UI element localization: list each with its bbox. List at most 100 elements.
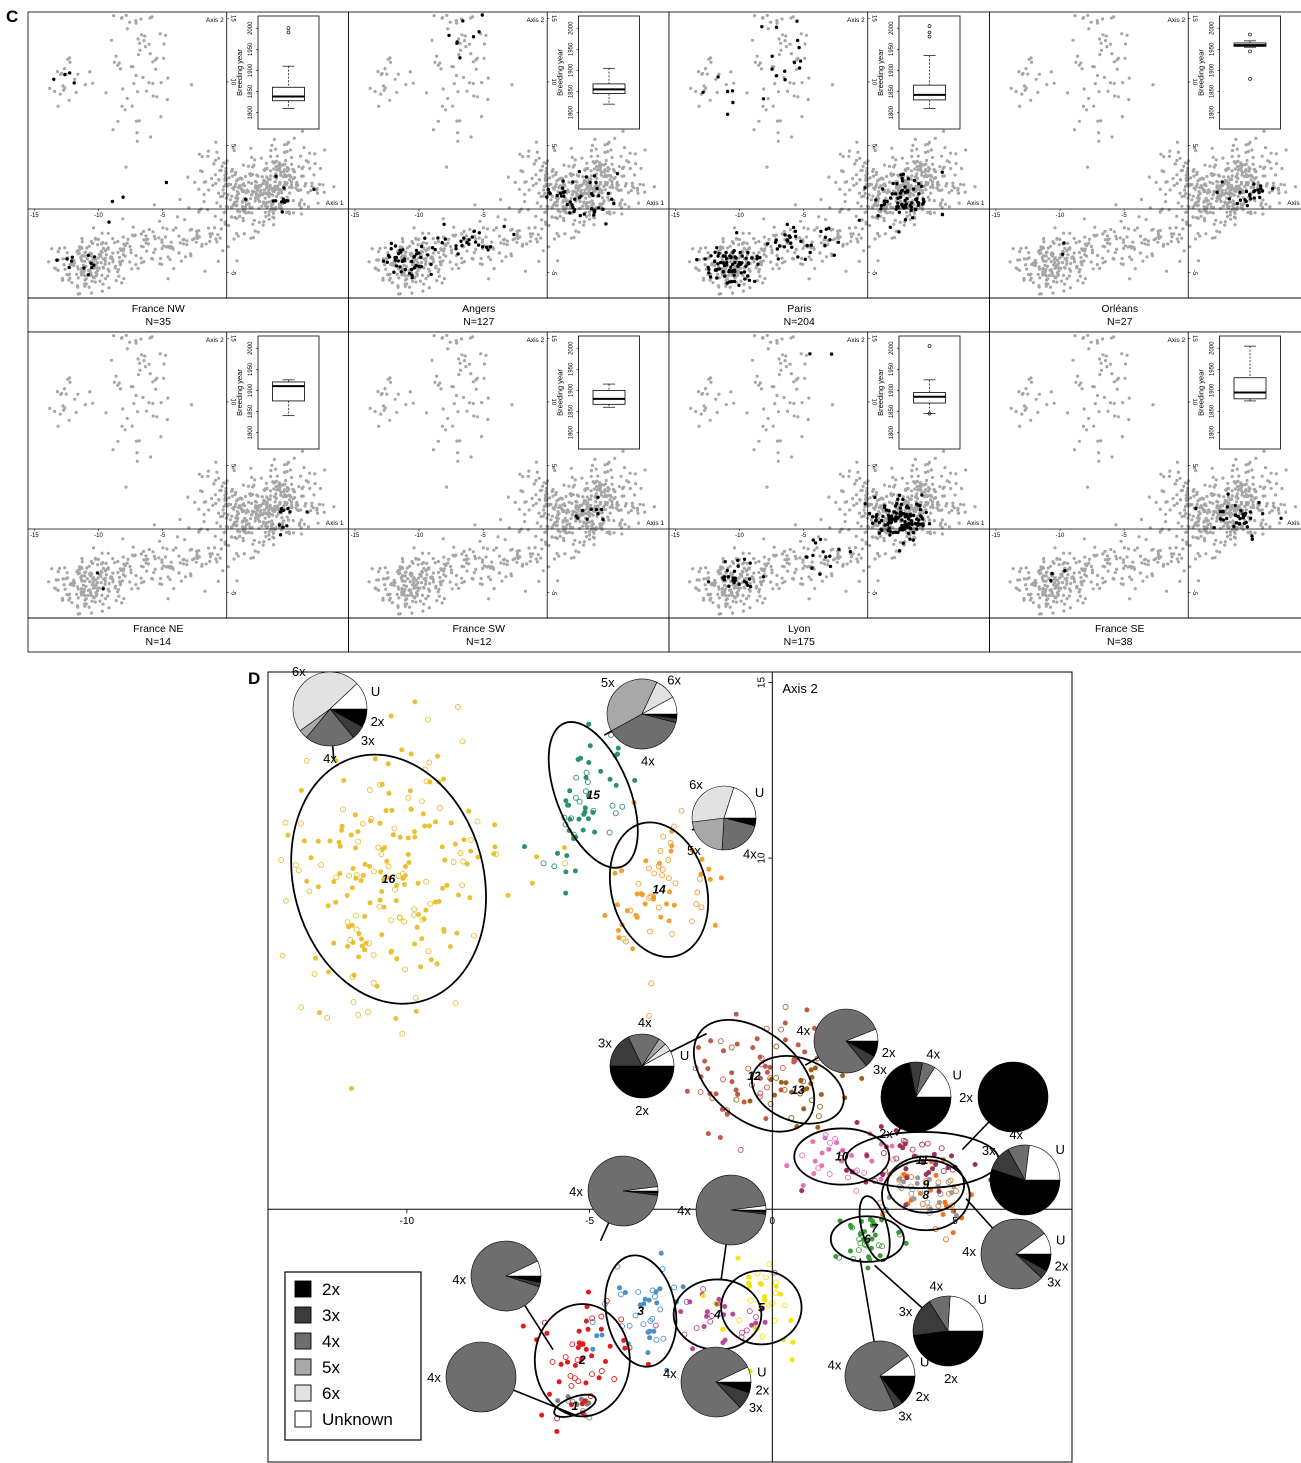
data-point: [288, 191, 292, 195]
data-point: [406, 257, 410, 261]
data-point: [253, 158, 257, 162]
data-point: [857, 233, 861, 237]
data-point: [227, 176, 231, 180]
data-point: [313, 482, 317, 486]
data-point: [1069, 269, 1073, 273]
data-point: [1167, 154, 1171, 158]
data-point: [806, 227, 810, 231]
highlight-point: [447, 33, 451, 38]
data-point: [580, 204, 585, 208]
data-point: [1215, 179, 1219, 184]
data-point: [513, 180, 517, 184]
data-point: [772, 225, 776, 229]
data-point: [282, 463, 287, 467]
highlight-point: [940, 170, 944, 174]
highlight-point: [756, 262, 760, 266]
data-point: [160, 240, 164, 244]
data-point: [547, 543, 551, 548]
data-point: [887, 164, 892, 168]
data-point: [275, 474, 279, 478]
highlight-point: [399, 270, 403, 274]
data-point: [457, 266, 461, 270]
highlight-point: [890, 192, 894, 196]
highlight-point: [788, 235, 792, 239]
data-point: [436, 119, 440, 123]
data-point: [212, 162, 216, 166]
data-point: [836, 229, 840, 233]
data-point: [1212, 222, 1216, 226]
data-point: [1184, 173, 1188, 177]
data-point: [232, 507, 236, 511]
data-point: [700, 72, 704, 76]
data-point: [1061, 273, 1066, 277]
data-point: [300, 494, 304, 498]
data-point: [296, 183, 300, 187]
data-point: [1183, 188, 1187, 192]
axis-1-label: Axis 1: [1287, 200, 1301, 207]
data-point: [454, 73, 459, 78]
data-point: [118, 67, 123, 71]
data-point: [1034, 77, 1038, 81]
data-point: [1174, 226, 1178, 230]
data-point: [433, 60, 437, 64]
data-point: [906, 167, 910, 171]
highlight-point: [121, 195, 125, 199]
data-point: [958, 182, 963, 186]
data-point: [636, 511, 640, 515]
data-point: [85, 577, 89, 581]
data-point: [564, 174, 568, 179]
data-point: [159, 115, 163, 119]
data-point: [306, 160, 310, 164]
data-point: [481, 226, 485, 230]
highlight-point: [443, 237, 447, 241]
data-point: [103, 277, 108, 281]
data-point: [289, 180, 294, 184]
data-point: [104, 91, 108, 95]
data-point: [422, 282, 426, 286]
data-point: [111, 257, 115, 261]
data-point: [252, 483, 256, 487]
data-point: [234, 203, 238, 207]
data-point: [383, 263, 387, 267]
highlight-point: [881, 187, 885, 191]
data-point: [800, 256, 804, 261]
data-point: [204, 242, 208, 246]
data-point: [894, 158, 898, 162]
data-point: [116, 267, 120, 272]
data-point: [1193, 146, 1197, 150]
data-point: [1151, 83, 1155, 87]
data-point: [620, 206, 624, 210]
highlight-point: [775, 247, 779, 251]
y-tick-label: 10: [1191, 79, 1197, 86]
highlight-point: [794, 234, 798, 239]
data-point: [271, 210, 275, 214]
highlight-point: [716, 254, 720, 258]
data-point: [918, 162, 922, 166]
highlight-point: [828, 238, 832, 242]
boxplot-tick-label: 2000: [889, 21, 895, 35]
data-point: [282, 150, 287, 154]
data-point: [236, 554, 240, 558]
data-point: [1168, 188, 1172, 192]
data-point: [144, 554, 148, 558]
data-point: [68, 262, 72, 266]
data-point: [144, 241, 148, 245]
data-point: [48, 86, 52, 90]
data-point: [300, 174, 304, 178]
data-point: [178, 241, 182, 245]
data-point: [278, 502, 282, 506]
data-point: [226, 565, 230, 569]
data-point: [864, 173, 868, 177]
data-point: [588, 217, 592, 221]
highlight-point: [389, 241, 394, 246]
data-point: [486, 76, 490, 80]
data-point: [221, 569, 225, 573]
data-point: [1017, 70, 1021, 74]
data-point: [553, 149, 557, 153]
data-point: [1059, 279, 1063, 283]
data-point: [96, 237, 100, 241]
data-point: [1239, 205, 1243, 209]
data-point: [265, 487, 269, 491]
